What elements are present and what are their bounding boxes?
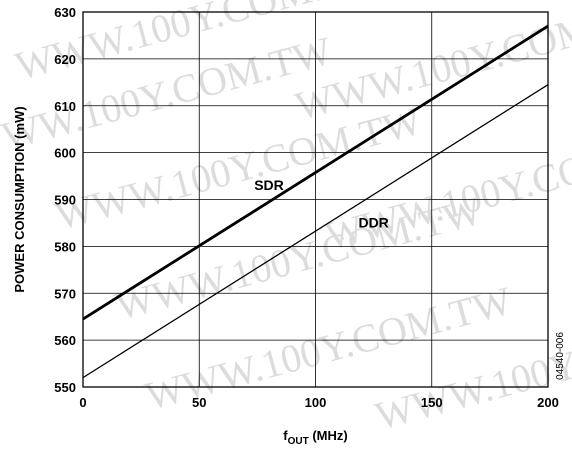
figure-id: 04540-006 xyxy=(555,332,566,380)
y-tick-labels: 550 560 570 580 590 600 610 620 630 xyxy=(54,5,76,395)
y-tick-label: 590 xyxy=(54,193,76,208)
y-tick-label: 630 xyxy=(54,5,76,20)
x-tick-label: 150 xyxy=(421,395,443,410)
x-tick-label: 50 xyxy=(192,395,206,410)
x-axis-title-main: f xyxy=(283,428,288,443)
series-label-sdr: SDR xyxy=(254,177,284,193)
x-tick-label: 100 xyxy=(305,395,327,410)
y-tick-label: 580 xyxy=(54,239,76,254)
x-tick-label: 0 xyxy=(79,395,86,410)
series-layer: SDR DDR xyxy=(82,24,549,379)
series-line-ddr xyxy=(82,84,549,379)
x-tick-label: 200 xyxy=(537,395,559,410)
y-tick-label: 570 xyxy=(54,286,76,301)
y-tick-label: 550 xyxy=(54,380,76,395)
y-axis-title: POWER CONSUMPTION (mW) xyxy=(12,106,27,292)
x-axis-title-unit: (MHz) xyxy=(309,428,348,443)
y-tick-label: 620 xyxy=(54,52,76,67)
plot-frame xyxy=(82,11,549,388)
y-tick-label: 600 xyxy=(54,146,76,161)
series-line-sdr xyxy=(82,24,549,321)
x-axis-title: fOUT (MHz) xyxy=(283,428,347,447)
x-tick-labels: 0 50 100 150 200 xyxy=(79,395,558,410)
y-tick-label: 610 xyxy=(54,99,76,114)
x-axis-title-subscript: OUT xyxy=(288,436,309,447)
series-label-ddr: DDR xyxy=(358,215,388,231)
y-tick-label: 560 xyxy=(54,333,76,348)
